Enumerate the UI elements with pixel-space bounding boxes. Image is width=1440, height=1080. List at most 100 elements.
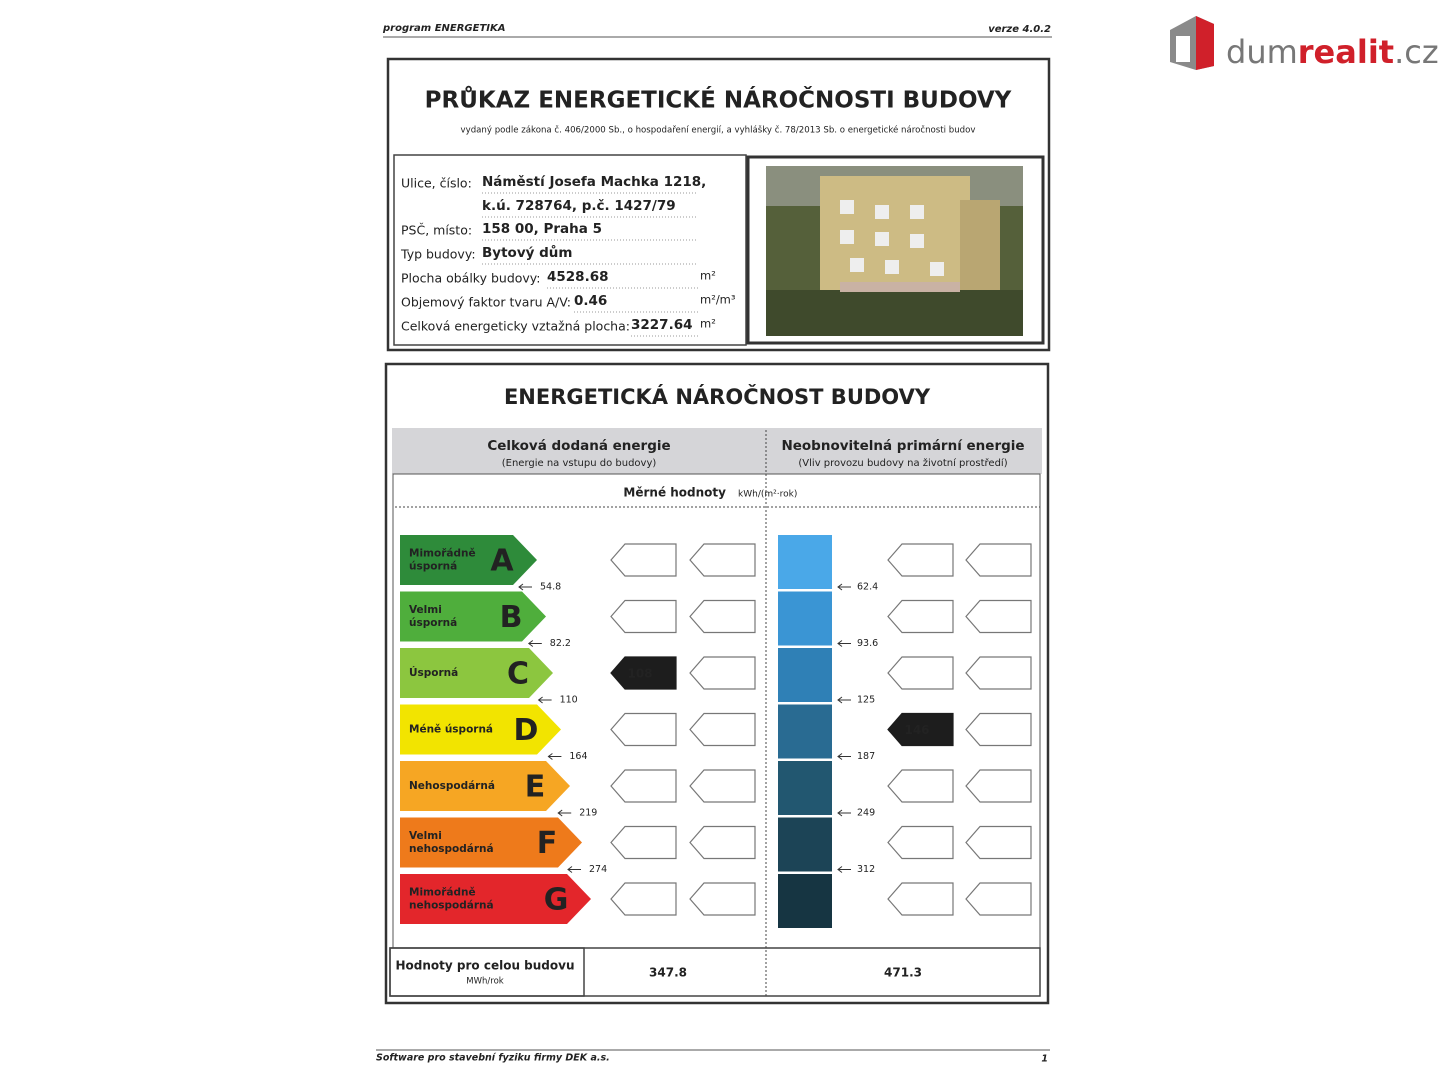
unit-label: Měrné hodnoty [623,486,726,500]
field-value: 3227.64 [631,317,693,333]
class-letter: A [490,544,514,579]
empty-marker [689,543,756,577]
class-letter: D [514,713,539,748]
class-arrow [400,648,553,698]
field-value: k.ú. 728764, p.č. 1427/79 [482,198,676,214]
primary-bar-segment [778,874,832,928]
field-label: Plocha obálky budovy: [401,271,541,286]
threshold-label: 54.8 [540,582,561,593]
class-label: Nehospodárná [409,780,495,792]
empty-marker [689,712,756,747]
photo-frame [746,155,1045,345]
threshold-label: 274 [589,864,607,875]
certificate-box [386,57,1051,352]
class-letter: B [500,600,523,635]
field-value: Bytový dům [482,244,572,261]
empty-marker [965,769,1032,803]
empty-marker [689,599,756,634]
class-letter: E [525,770,546,805]
column-subtitle: (Vliv provozu budovy na životní prostřed… [798,457,1007,469]
field-unit: m² [700,317,716,331]
empty-marker [610,712,677,747]
empty-marker [610,599,677,634]
column-title: Neobnovitelná primární energie [781,438,1024,454]
threshold-label: 164 [569,751,587,762]
field-unit: m² [700,269,716,283]
field-value: 0.46 [574,293,607,309]
field-label: Ulice, číslo: [401,176,472,191]
threshold-label: 219 [579,808,597,819]
threshold-label: 110 [560,695,578,706]
building-photo [766,166,1023,336]
value-marker [887,712,954,747]
threshold-arrow-head [837,696,843,704]
primary-total: 471.3 [884,966,922,980]
unit: kWh/(m²·rok) [738,490,797,500]
threshold-arrow-head [837,583,843,591]
certificate-subtitle: vydaný podle zákona č. 406/2000 Sb., o h… [461,125,976,136]
class-arrow [400,591,546,642]
totals-label: Hodnoty pro celou budovu [396,959,575,973]
field-value: Náměstí Josefa Machka 1218, [482,174,706,190]
primary-bar-segment [778,704,832,759]
empty-marker [689,656,756,690]
logo-icon [1170,16,1214,70]
class-label: Úsporná [409,666,458,679]
marker-value: 146 [904,723,929,737]
logo-text: dumrealit.cz [1226,33,1439,71]
empty-marker [610,882,677,916]
threshold-arrow-head [837,866,843,873]
class-letter: C [507,657,529,692]
empty-marker [965,543,1032,577]
threshold-arrow-head [837,753,843,760]
empty-marker [965,656,1032,690]
threshold-arrow-head [518,583,524,591]
footer-software: Software pro stavební fyziku firmy DEK a… [376,1053,610,1064]
field-label: PSČ, místo: [401,223,472,238]
field-label: Objemový faktor tvaru A/V: [401,295,571,310]
class-label: Mimořádně [409,548,476,560]
threshold-label: 187 [857,751,875,762]
field-value: 158 00, Praha 5 [482,221,602,237]
class-arrow [400,874,591,924]
empty-marker [610,769,677,803]
empty-marker [689,882,756,916]
totals-label-cell [389,947,585,997]
class-label: nehospodárná [409,843,494,855]
fields-box [393,154,747,346]
value-marker [610,656,677,690]
logo-part: dum [1226,33,1298,71]
page-number: 1 [1041,1054,1048,1065]
field-label: Celková energeticky vztažná plocha: [401,319,630,334]
threshold-label: 82.2 [550,638,571,649]
empty-marker [689,825,756,860]
delivered-total: 347.8 [649,966,687,980]
empty-marker [965,712,1032,747]
class-letter: F [537,826,558,861]
class-letter: G [544,883,569,918]
class-label: úsporná [409,561,457,573]
program-name: program ENERGETIKA [382,23,506,34]
empty-marker [689,769,756,803]
empty-marker [965,882,1032,916]
class-label: Méně úsporná [409,724,493,736]
field-label: Typ budovy: [400,247,476,262]
threshold-arrow-head [537,696,543,704]
class-label: Mimořádně [409,887,476,899]
empty-marker [887,825,954,860]
threshold-arrow-head [547,753,553,760]
threshold-label: 249 [857,808,875,819]
empty-marker [887,543,954,577]
empty-marker [887,599,954,634]
class-label: Velmi [409,604,442,616]
totals-unit: MWh/rok [466,977,503,987]
column-header-band [392,428,1042,474]
empty-marker [610,825,677,860]
class-arrow [400,761,570,811]
empty-marker [610,543,677,577]
primary-bar-segment [778,648,832,702]
logo-part: realit [1298,33,1394,71]
field-unit: m²/m³ [700,293,736,307]
